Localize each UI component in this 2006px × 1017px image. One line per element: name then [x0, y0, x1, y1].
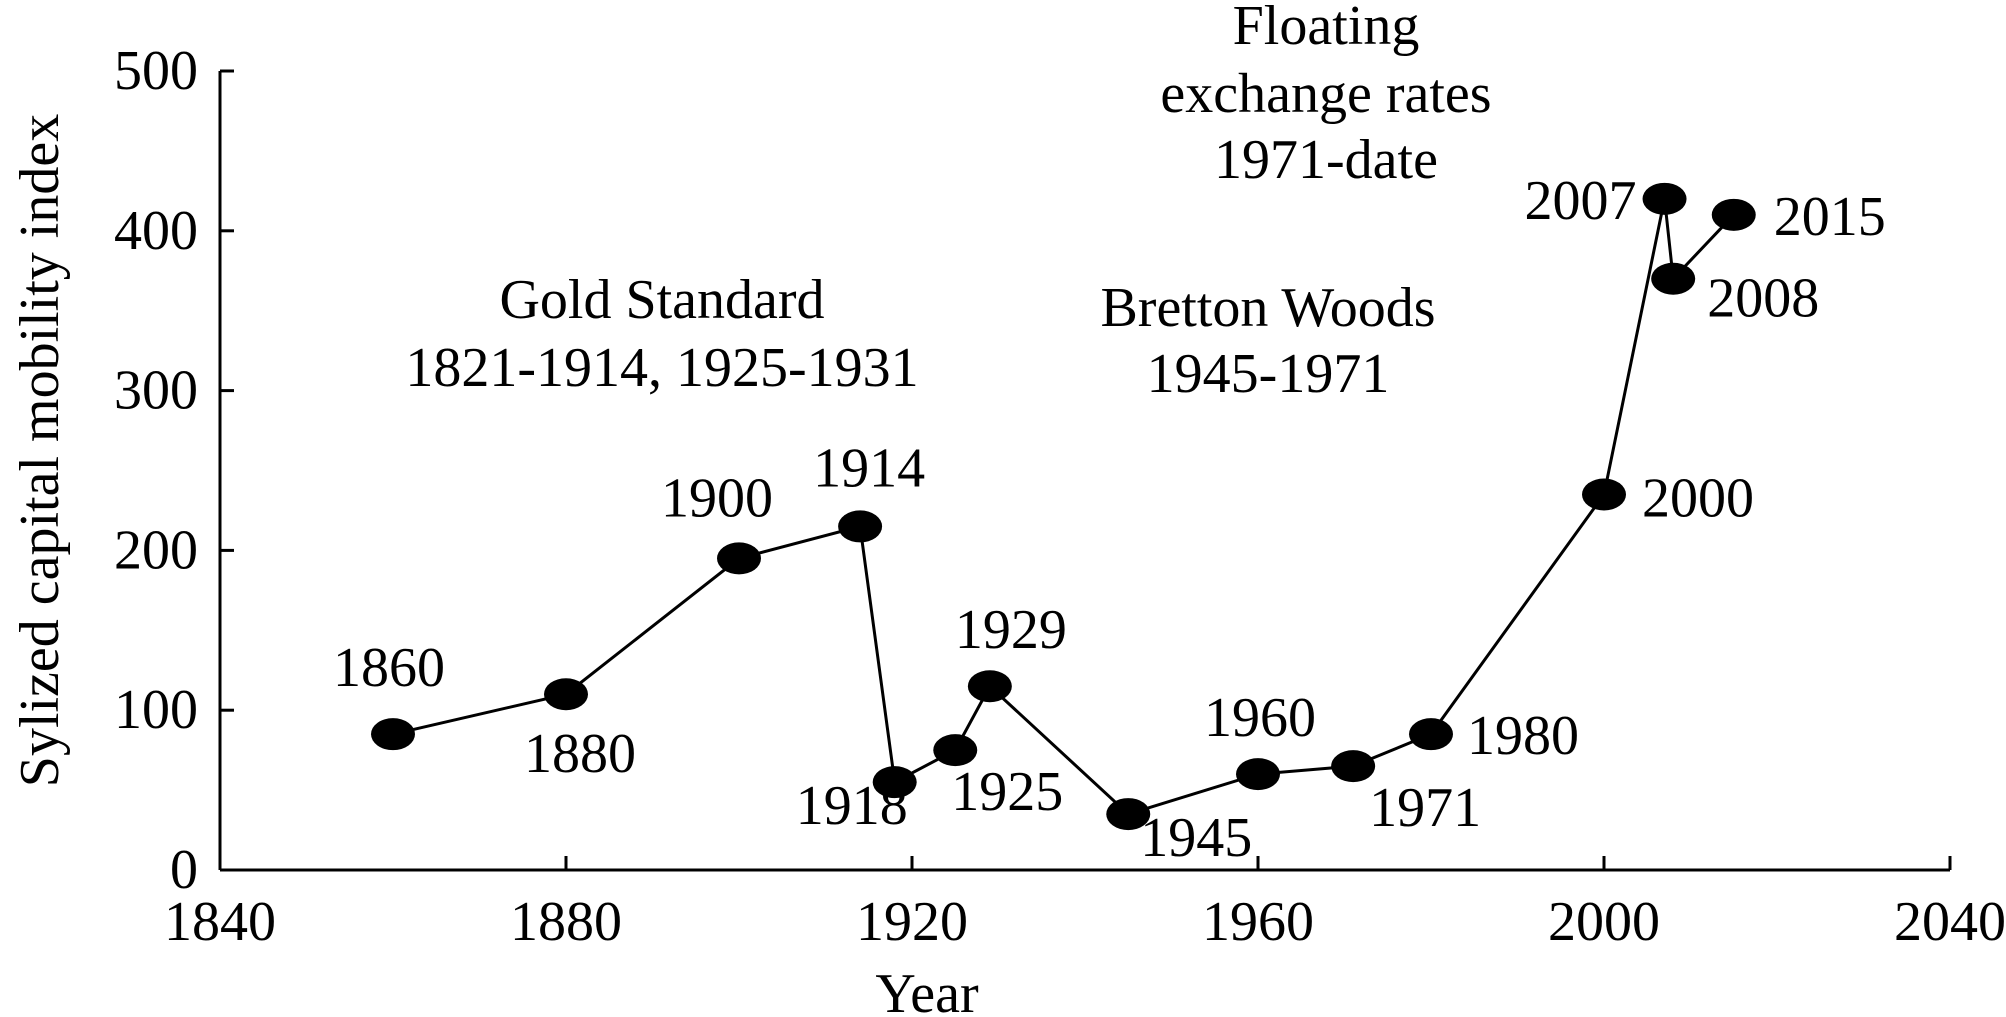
data-point	[544, 678, 588, 711]
point-label: 1914	[813, 437, 925, 499]
data-point	[933, 734, 978, 767]
point-labels: 1860 1880 1900 1914 1918 1925 1929 1945 1960 1971…	[333, 170, 1886, 869]
data-point	[717, 542, 761, 575]
point-label: 1918	[796, 775, 908, 837]
bretton-woods-period: 1945-1971	[1147, 343, 1390, 405]
bretton-woods-title: Bretton Woods	[1100, 277, 1435, 339]
data-point	[967, 670, 1012, 703]
data-point	[1711, 198, 1756, 231]
data-point	[838, 510, 883, 543]
axes: 1840 1880 1920 1960 2000 2040 0 100 200 300 400 500…	[9, 40, 2006, 1017]
data-point	[1642, 182, 1687, 215]
point-label: 1929	[955, 599, 1067, 661]
y-axis-title: Sylized capital mobility index	[9, 114, 71, 787]
point-label: 1980	[1467, 705, 1579, 767]
data-point	[1236, 758, 1280, 791]
point-label: 2008	[1707, 268, 1819, 330]
point-label: 1900	[661, 467, 773, 529]
x-tick-label: 2040	[1894, 891, 2006, 953]
x-tick-label: 1840	[164, 891, 276, 953]
gold-standard-title: Gold Standard	[499, 269, 824, 331]
point-label: 2015	[1774, 186, 1886, 248]
point-label: 2007	[1525, 170, 1637, 232]
y-tick-label: 200	[114, 519, 198, 581]
floating-rates-period: 1971-date	[1214, 129, 1438, 191]
y-tick-label: 300	[114, 360, 198, 422]
floating-rates-subtitle: exchange rates	[1160, 63, 1491, 125]
y-tick-label: 400	[114, 200, 198, 262]
point-label: 1945	[1140, 807, 1252, 869]
data-point	[1106, 798, 1151, 831]
y-tick-label: 0	[170, 839, 198, 901]
y-tick-label: 100	[114, 679, 198, 741]
x-tick-label: 1920	[856, 891, 968, 953]
floating-rates-title: Floating	[1233, 0, 1420, 57]
point-label: 1960	[1204, 687, 1316, 749]
point-label: 1971	[1369, 777, 1481, 839]
data-point	[371, 718, 415, 751]
series	[371, 182, 1756, 831]
x-tick-label: 1880	[510, 891, 622, 953]
gold-standard-period: 1821-1914, 1925-1931	[405, 337, 918, 399]
point-label: 1860	[333, 637, 445, 699]
data-point	[872, 766, 917, 799]
x-axis-title: Year	[875, 963, 979, 1017]
data-point	[1582, 478, 1626, 511]
point-label: 1925	[951, 761, 1063, 823]
point-label: 1880	[524, 723, 636, 785]
y-tick-label: 500	[114, 40, 198, 102]
era-annotations: Gold Standard 1821-1914, 1925-1931 Brett…	[405, 0, 1491, 405]
x-tick-label: 2000	[1548, 891, 1660, 953]
x-tick-label: 1960	[1202, 891, 1314, 953]
data-point	[1409, 718, 1453, 751]
point-label: 2000	[1642, 467, 1754, 529]
data-point	[1331, 750, 1376, 783]
data-point	[1651, 262, 1696, 295]
